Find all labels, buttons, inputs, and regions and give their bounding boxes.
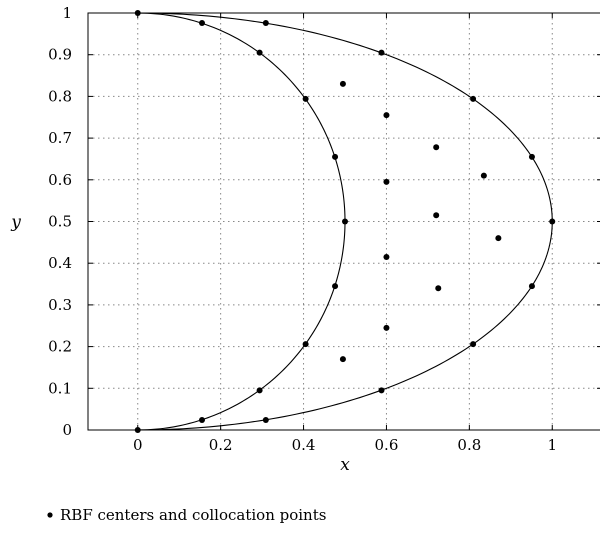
- x-tick-label: 1: [547, 436, 557, 454]
- collocation-point: [433, 144, 440, 151]
- collocation-point: [470, 95, 477, 102]
- collocation-point: [470, 341, 477, 348]
- collocation-point: [480, 172, 487, 179]
- axis-ticks: 0 0.2 0.4 0.6 0.8 1 0 0.1 0.2 0.3 0.4 0.5 0.6 0.7 0.8 0…: [48, 4, 600, 454]
- collocation-point: [198, 20, 205, 27]
- collocation-point: [134, 10, 141, 16]
- collocation-point: [378, 49, 385, 56]
- y-tick-label: 0.1: [48, 379, 72, 397]
- x-tick-label: 0.6: [375, 436, 399, 454]
- collocation-point: [262, 416, 269, 423]
- x-axis-label: x: [340, 455, 350, 475]
- y-tick-label: 0.5: [48, 213, 72, 231]
- collocation-point: [383, 178, 390, 185]
- y-tick-label: 0.9: [48, 46, 72, 64]
- collocation-point: [339, 356, 346, 363]
- legend: RBF centers and collocation points: [47, 506, 326, 524]
- collocation-point: [302, 95, 309, 102]
- legend-label: RBF centers and collocation points: [60, 506, 326, 524]
- y-tick-label: 0.8: [48, 87, 72, 105]
- y-tick-label: 0: [62, 421, 72, 439]
- x-tick-label: 0.4: [292, 436, 316, 454]
- collocation-point: [435, 285, 442, 292]
- y-tick-label: 0.7: [48, 129, 72, 147]
- collocation-point: [495, 235, 502, 242]
- collocation-point: [332, 283, 339, 290]
- collocation-point: [383, 253, 390, 260]
- x-tick-label: 0: [133, 436, 143, 454]
- collocation-point: [339, 80, 346, 87]
- collocation-point: [256, 49, 263, 56]
- collocation-point: [378, 387, 385, 394]
- collocation-point: [383, 324, 390, 331]
- x-tick-label: 0.8: [457, 436, 481, 454]
- collocation-point: [134, 427, 141, 433]
- collocation-point: [433, 212, 440, 219]
- collocation-point: [528, 153, 535, 160]
- collocation-point: [528, 283, 535, 290]
- collocation-point: [256, 387, 263, 394]
- x-tick-label: 0.2: [209, 436, 233, 454]
- y-tick-label: 0.2: [48, 338, 72, 356]
- y-axis-label: y: [10, 213, 21, 233]
- collocation-point: [383, 112, 390, 119]
- collocation-point: [342, 218, 348, 225]
- collocation-point: [332, 153, 339, 160]
- points: [134, 10, 556, 433]
- collocation-point: [549, 218, 556, 225]
- collocation-point: [198, 416, 205, 423]
- y-tick-label: 1: [62, 4, 72, 22]
- collocation-point: [302, 341, 309, 348]
- y-tick-label: 0.3: [48, 296, 72, 314]
- y-tick-label: 0.6: [48, 171, 72, 189]
- legend-marker: [47, 512, 53, 518]
- y-tick-label: 0.4: [48, 254, 72, 272]
- collocation-point: [262, 20, 269, 27]
